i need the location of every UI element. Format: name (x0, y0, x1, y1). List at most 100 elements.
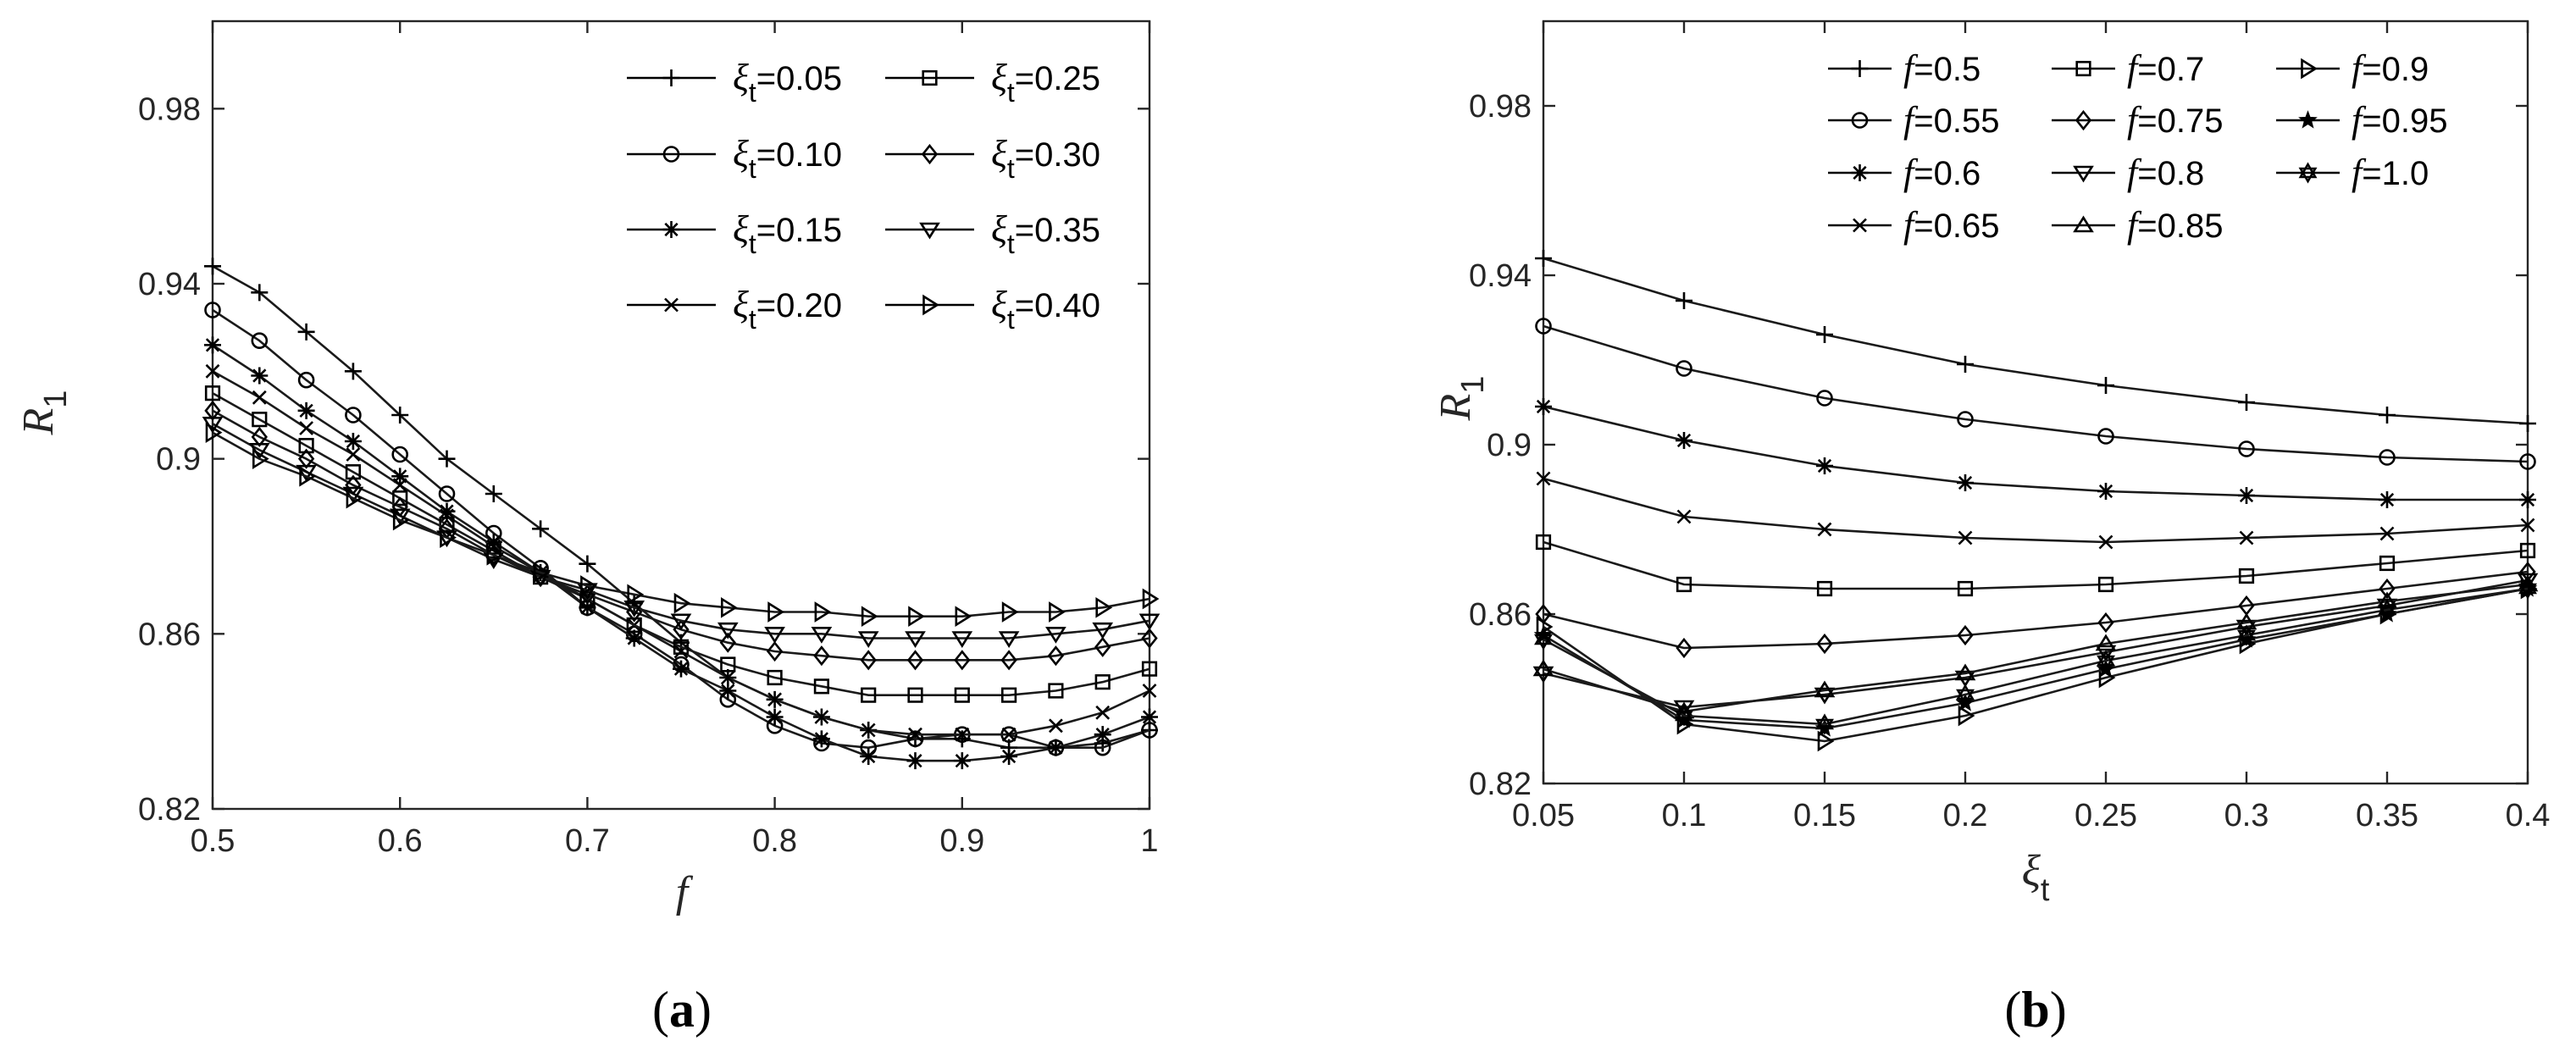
legend-value: =0.10 (756, 136, 842, 174)
data-point (719, 632, 736, 653)
data-point (391, 407, 409, 424)
data-point (2097, 428, 2114, 445)
data-point (1816, 390, 1833, 407)
legend-entry: f=0.6 (1828, 152, 1980, 193)
legend-value: =0.55 (1914, 102, 1999, 140)
data-point (1957, 580, 1974, 597)
data-point (252, 412, 268, 428)
x-tick-label: 0.6 (378, 823, 423, 859)
data-point (2520, 518, 2535, 533)
data-point (580, 575, 597, 596)
data-point (1816, 326, 1833, 343)
data-point (767, 692, 783, 707)
data-point (814, 710, 829, 724)
x-tick-label: 0.1 (1662, 798, 1707, 833)
panel-b: 0.05 0.1 0.15 0.2 0.25 0.3 0.35 0.40.820.860.90… (1432, 19, 2550, 1038)
data-point (1532, 659, 1554, 677)
legend-entry: f=0.85 (2052, 204, 2223, 246)
data-point (908, 606, 925, 628)
legend-marker (2298, 110, 2318, 129)
caption-paren-open: ( (652, 982, 669, 1038)
data-point (670, 613, 692, 631)
legend-entry: ξt=0.10 (627, 133, 842, 184)
data-point (1049, 601, 1066, 623)
legend-label: ξt=0.35 (991, 208, 1100, 259)
legend-marker (1851, 112, 1869, 129)
data-point (623, 601, 645, 617)
data-point (252, 390, 267, 405)
data-point (1048, 718, 1063, 734)
data-point (860, 748, 878, 765)
data-point (906, 730, 924, 748)
data-point (296, 464, 317, 482)
legend-marker (1853, 218, 1867, 233)
data-point (998, 631, 1020, 648)
data-point (2095, 645, 2117, 662)
data-point (579, 590, 596, 607)
data-point (438, 485, 456, 502)
series-line (212, 392, 1150, 697)
y-axis-label-symbol: R (14, 408, 63, 436)
data-point (2518, 578, 2537, 600)
legend-symbol: ξ (733, 284, 749, 325)
legend-value: =0.05 (756, 60, 842, 97)
legend-subscript: t (1007, 229, 1015, 259)
data-point (720, 670, 735, 685)
data-point (1095, 705, 1111, 720)
data-point (392, 490, 408, 507)
data-point (251, 284, 269, 302)
legend-label: f=0.95 (2352, 99, 2447, 141)
data-point (764, 627, 785, 644)
x-axis: 0.5 0.6 0.7 0.8 0.9 1 (191, 21, 1159, 859)
legend-entry: f=0.75 (2052, 99, 2223, 141)
x-tick-label: 0.2 (1943, 798, 1988, 833)
data-point (1094, 726, 1111, 744)
series-line (212, 370, 1150, 736)
data-point (1957, 624, 1974, 646)
data-point (1001, 687, 1017, 703)
data-point (673, 619, 690, 640)
data-point (344, 433, 362, 450)
data-point (625, 629, 643, 647)
data-point (205, 363, 220, 379)
legend-value: =0.8 (2137, 155, 2204, 192)
data-point (1676, 432, 1692, 449)
legend-entry: ξt=0.20 (627, 284, 842, 335)
data-point (1000, 650, 1017, 671)
x-axis-label-symbol: ξ (2022, 847, 2041, 895)
data-point (2097, 612, 2114, 634)
data-point (766, 640, 784, 662)
data-point (1958, 530, 1973, 545)
legend-entry: ξt=0.30 (885, 133, 1100, 184)
legend-marker (664, 297, 679, 313)
data-point (1956, 684, 1975, 706)
data-point (955, 727, 970, 742)
data-point (1676, 637, 1692, 659)
data-point (389, 508, 411, 526)
data-point (813, 645, 830, 667)
legend-label: ξt=0.15 (733, 208, 842, 259)
data-point (767, 669, 783, 686)
legend-value: =0.65 (1914, 208, 1999, 245)
caption-paren-close: ) (2050, 982, 2067, 1038)
series-line (1543, 477, 2529, 544)
x-axis-label: f (676, 868, 694, 916)
legend-value: =0.6 (1914, 155, 1980, 192)
data-point (251, 367, 269, 385)
data-point (673, 639, 690, 655)
caption-letter: b (2021, 982, 2049, 1038)
data-point (1535, 398, 1552, 415)
legend-marker (921, 143, 939, 165)
data-point (720, 656, 736, 673)
legend-label: ξt=0.10 (733, 133, 842, 184)
y-tick-label: 0.98 (138, 91, 201, 127)
data-point (579, 599, 596, 617)
legend-subscript: t (749, 77, 756, 108)
data-point (1047, 645, 1065, 667)
data-point (766, 708, 784, 726)
data-point (2097, 576, 2114, 593)
legend-label: ξt=0.25 (991, 57, 1100, 108)
legend-label: f=0.8 (2127, 152, 2204, 193)
data-point (532, 520, 550, 538)
